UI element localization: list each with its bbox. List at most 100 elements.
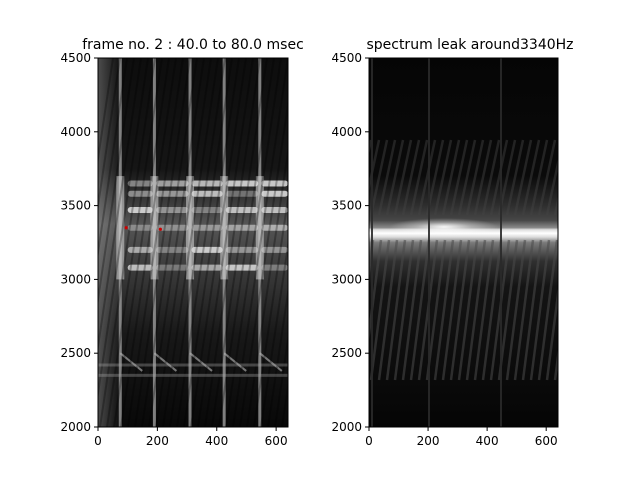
harmonic-row-segment bbox=[261, 190, 288, 197]
right-heatmap-background bbox=[369, 58, 558, 427]
texture-line bbox=[289, 58, 344, 427]
texture-line bbox=[98, 58, 142, 354]
vertical-streak-glow bbox=[186, 176, 195, 280]
texture-line bbox=[98, 58, 114, 166]
texture-line bbox=[99, 58, 156, 427]
left-xtick-label: 400 bbox=[205, 434, 228, 448]
peak-marker bbox=[124, 226, 128, 230]
upper-texture-line bbox=[441, 139, 461, 216]
upper-texture-line bbox=[545, 157, 558, 216]
texture-line bbox=[274, 332, 288, 427]
upper-texture-line bbox=[393, 139, 413, 216]
left-ticks: 0 200 400 600 2000 2500 3000 3500 4000 4500 bbox=[60, 51, 287, 448]
left-xtick-label: 600 bbox=[265, 434, 288, 448]
harmonic-row-segment bbox=[261, 207, 288, 214]
right-heatmap bbox=[369, 58, 589, 427]
harmonic-row-segment bbox=[155, 190, 189, 197]
left-heatmap bbox=[98, 58, 344, 427]
right-axes-frame bbox=[368, 57, 559, 428]
texture-line bbox=[232, 58, 288, 427]
upper-texture-line bbox=[417, 139, 437, 216]
harmonic-row-segment bbox=[225, 190, 259, 197]
left-ytick-label: 3500 bbox=[60, 199, 91, 213]
lower-texture-line bbox=[505, 239, 527, 381]
lower-texture-line bbox=[401, 239, 423, 381]
streak-tail bbox=[189, 352, 213, 372]
lower-texture-line bbox=[521, 239, 543, 381]
upper-texture-line bbox=[505, 139, 525, 216]
left-diagonal-textures bbox=[98, 58, 344, 427]
harmonic-row-segment bbox=[155, 207, 189, 214]
harmonic-row-segment bbox=[127, 190, 153, 197]
faint-vertical-streak bbox=[428, 58, 430, 427]
upper-texture-line bbox=[513, 139, 533, 216]
harmonic-row-segment bbox=[127, 180, 153, 187]
right-ytick-label: 4500 bbox=[331, 51, 362, 65]
harmonic-row-segment bbox=[155, 264, 189, 271]
right-plot-title: spectrum leak around3340Hz bbox=[366, 37, 573, 53]
harmonic-row-segment bbox=[127, 264, 153, 271]
upper-texture-line bbox=[489, 139, 509, 216]
harmonic-row-segment bbox=[225, 246, 259, 253]
harmonic-row-segment bbox=[127, 207, 153, 214]
upper-texture-line bbox=[481, 139, 501, 216]
harmonic-row-segment bbox=[225, 207, 259, 214]
harmonic-row-segment bbox=[191, 246, 223, 253]
harmonic-row-segment bbox=[225, 180, 259, 187]
left-plot-title: frame no. 2 : 40.0 to 80.0 msec bbox=[82, 37, 304, 53]
low-ridge bbox=[98, 363, 288, 367]
texture-line bbox=[148, 58, 205, 427]
vertical-streak-glow bbox=[255, 176, 264, 280]
right-ytick-label: 4000 bbox=[331, 125, 362, 139]
texture-line bbox=[98, 58, 128, 260]
texture-line bbox=[197, 58, 254, 427]
upper-texture-line bbox=[521, 139, 541, 216]
upper-texture-line bbox=[385, 139, 405, 216]
texture-line bbox=[98, 58, 135, 307]
harmonic-row-segment bbox=[191, 224, 223, 231]
texture-line bbox=[98, 58, 121, 213]
texture-line bbox=[162, 58, 219, 427]
lower-texture-line bbox=[433, 239, 455, 381]
harmonic-row-segment bbox=[261, 224, 288, 231]
texture-line bbox=[253, 192, 288, 427]
lower-texture-line bbox=[393, 239, 415, 381]
texture-line bbox=[127, 58, 184, 427]
texture-line bbox=[120, 58, 177, 427]
upper-texture-line bbox=[457, 139, 477, 216]
upper-texture-line bbox=[537, 139, 557, 216]
lower-texture-line bbox=[473, 239, 495, 381]
upper-texture-line bbox=[465, 139, 485, 216]
harmonic-row-segment bbox=[261, 264, 288, 271]
texture-line bbox=[183, 58, 240, 427]
left-markers bbox=[124, 226, 162, 231]
streak-tail bbox=[153, 352, 178, 372]
texture-line bbox=[190, 58, 247, 427]
harmonic-row-segment bbox=[225, 224, 259, 231]
lower-texture-line bbox=[369, 239, 391, 381]
texture-line bbox=[113, 58, 170, 427]
peak-marker bbox=[158, 227, 162, 231]
upper-texture-line bbox=[409, 139, 429, 216]
upper-texture-line bbox=[377, 139, 397, 216]
right-xtick-label: 0 bbox=[365, 434, 373, 448]
harmonic-row-segment bbox=[191, 207, 223, 214]
lower-texture-line bbox=[571, 240, 589, 380]
texture-line bbox=[134, 58, 191, 427]
harmonic-row-segment bbox=[155, 246, 189, 253]
right-ytick-label: 3500 bbox=[331, 199, 362, 213]
upper-texture-line bbox=[449, 139, 469, 216]
vertical-streak-glow bbox=[116, 176, 125, 280]
left-vertical-streaks bbox=[116, 58, 283, 427]
texture-line bbox=[169, 58, 226, 427]
right-leak-hotspot bbox=[389, 218, 499, 236]
texture-line bbox=[225, 58, 282, 427]
right-ytick-label: 2500 bbox=[331, 346, 362, 360]
lower-texture-line bbox=[563, 240, 581, 380]
lower-texture-line bbox=[537, 239, 558, 381]
faint-vertical-streak bbox=[371, 58, 373, 427]
lower-texture-line bbox=[513, 239, 535, 381]
lower-texture-line bbox=[457, 239, 479, 381]
right-ytick-label: 2000 bbox=[331, 420, 362, 434]
harmonic-row-segment bbox=[127, 246, 153, 253]
